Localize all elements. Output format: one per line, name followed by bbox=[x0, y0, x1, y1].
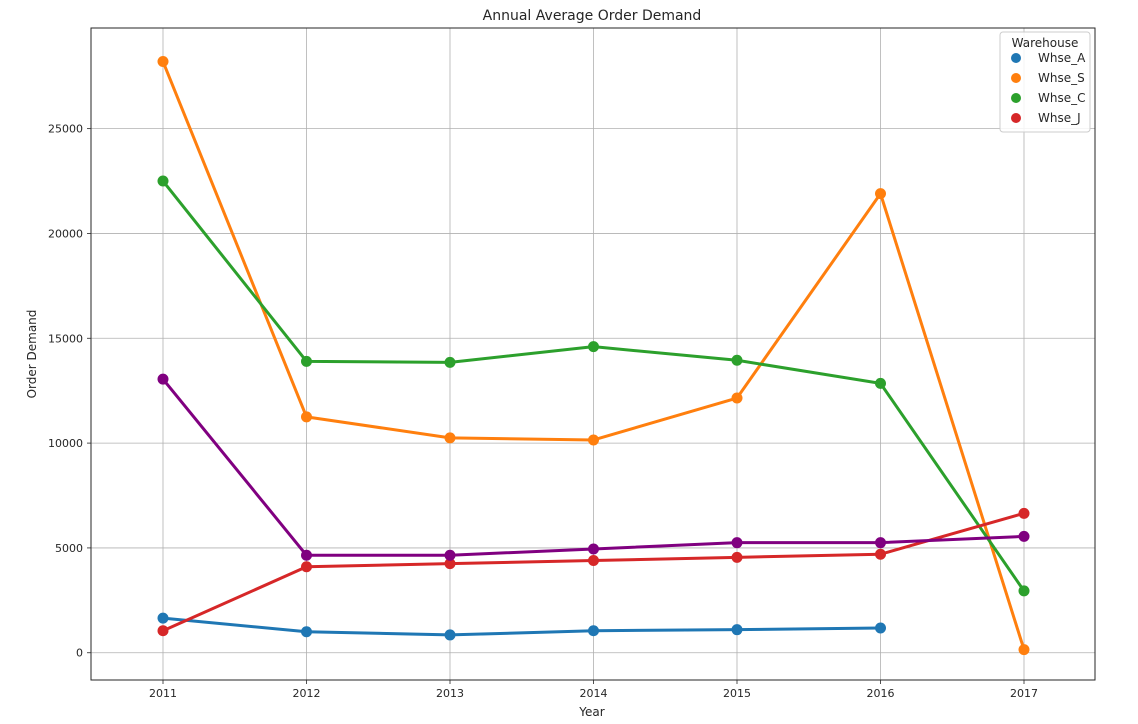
data-point bbox=[444, 549, 456, 561]
series-whse_j bbox=[157, 507, 1030, 637]
data-point bbox=[157, 612, 169, 624]
series-whse_a bbox=[157, 612, 886, 641]
data-point bbox=[301, 626, 312, 638]
data-point bbox=[1018, 585, 1030, 597]
y-tick-label: 20000 bbox=[48, 227, 83, 240]
y-tick-label: 5000 bbox=[55, 542, 83, 555]
data-point bbox=[731, 392, 743, 404]
legend-entry: Whse_C bbox=[1038, 91, 1085, 105]
data-point bbox=[444, 558, 456, 570]
x-tick-label: 2012 bbox=[293, 687, 321, 700]
data-point bbox=[588, 543, 599, 555]
y-tick-label: 25000 bbox=[48, 123, 83, 136]
legend-box bbox=[999, 31, 1091, 133]
series-unlabeled-4 bbox=[157, 373, 1030, 561]
data-point bbox=[1018, 507, 1030, 519]
data-point bbox=[588, 625, 599, 637]
x-tick-label: 2014 bbox=[580, 687, 608, 700]
data-point bbox=[444, 356, 456, 368]
legend-entry: Whse_S bbox=[1038, 71, 1085, 85]
data-point bbox=[731, 354, 743, 366]
data-point bbox=[1018, 644, 1030, 656]
data-point bbox=[301, 549, 312, 561]
x-tick-label: 2013 bbox=[436, 687, 464, 700]
data-point bbox=[444, 432, 456, 444]
x-axis-title: Year bbox=[578, 705, 604, 719]
data-point bbox=[588, 341, 599, 353]
data-point bbox=[444, 629, 456, 641]
series-whse_c bbox=[157, 175, 1030, 597]
data-point bbox=[731, 537, 743, 549]
data-point bbox=[301, 355, 312, 367]
chart-title: Annual Average Order Demand bbox=[483, 8, 702, 24]
series-layer bbox=[157, 56, 1030, 656]
x-tick-label: 2015 bbox=[723, 687, 751, 700]
data-point bbox=[731, 551, 743, 563]
legend-marker bbox=[1011, 53, 1021, 63]
data-point bbox=[157, 175, 169, 187]
data-point bbox=[157, 373, 169, 385]
series-line bbox=[161, 616, 882, 637]
y-tick-label: 10000 bbox=[48, 437, 83, 450]
data-point bbox=[301, 561, 312, 573]
axes: 2011 2012 2013 2014 2015 2016 2017 0 5000 10000 15… bbox=[48, 27, 1096, 700]
legend-marker bbox=[1011, 73, 1021, 83]
grid bbox=[91, 28, 1095, 680]
y-tick-label: 15000 bbox=[48, 332, 83, 345]
x-tick-label: 2016 bbox=[867, 687, 895, 700]
series-whse_s bbox=[157, 56, 1030, 656]
data-point bbox=[875, 377, 886, 389]
data-point bbox=[588, 434, 599, 446]
y-axis-title: Order Demand bbox=[25, 310, 39, 399]
data-point bbox=[875, 188, 886, 200]
x-tick-label: 2017 bbox=[1010, 687, 1038, 700]
data-point bbox=[157, 56, 169, 68]
data-point bbox=[875, 537, 886, 549]
data-point bbox=[588, 555, 599, 567]
legend-marker bbox=[1011, 93, 1021, 103]
y-tick-label: 0 bbox=[76, 647, 83, 660]
data-point bbox=[301, 411, 312, 423]
data-point bbox=[1018, 530, 1030, 542]
data-point bbox=[157, 625, 169, 637]
data-point bbox=[875, 622, 886, 634]
plot-frame bbox=[90, 27, 1096, 681]
legend-entry: Whse_J bbox=[1038, 111, 1081, 125]
data-point bbox=[731, 624, 743, 636]
legend-entry: Whse_A bbox=[1038, 51, 1086, 65]
x-tick-label: 2011 bbox=[149, 687, 177, 700]
data-point bbox=[875, 548, 886, 560]
legend-title: Warehouse bbox=[1012, 36, 1079, 50]
legend-marker bbox=[1011, 113, 1021, 123]
